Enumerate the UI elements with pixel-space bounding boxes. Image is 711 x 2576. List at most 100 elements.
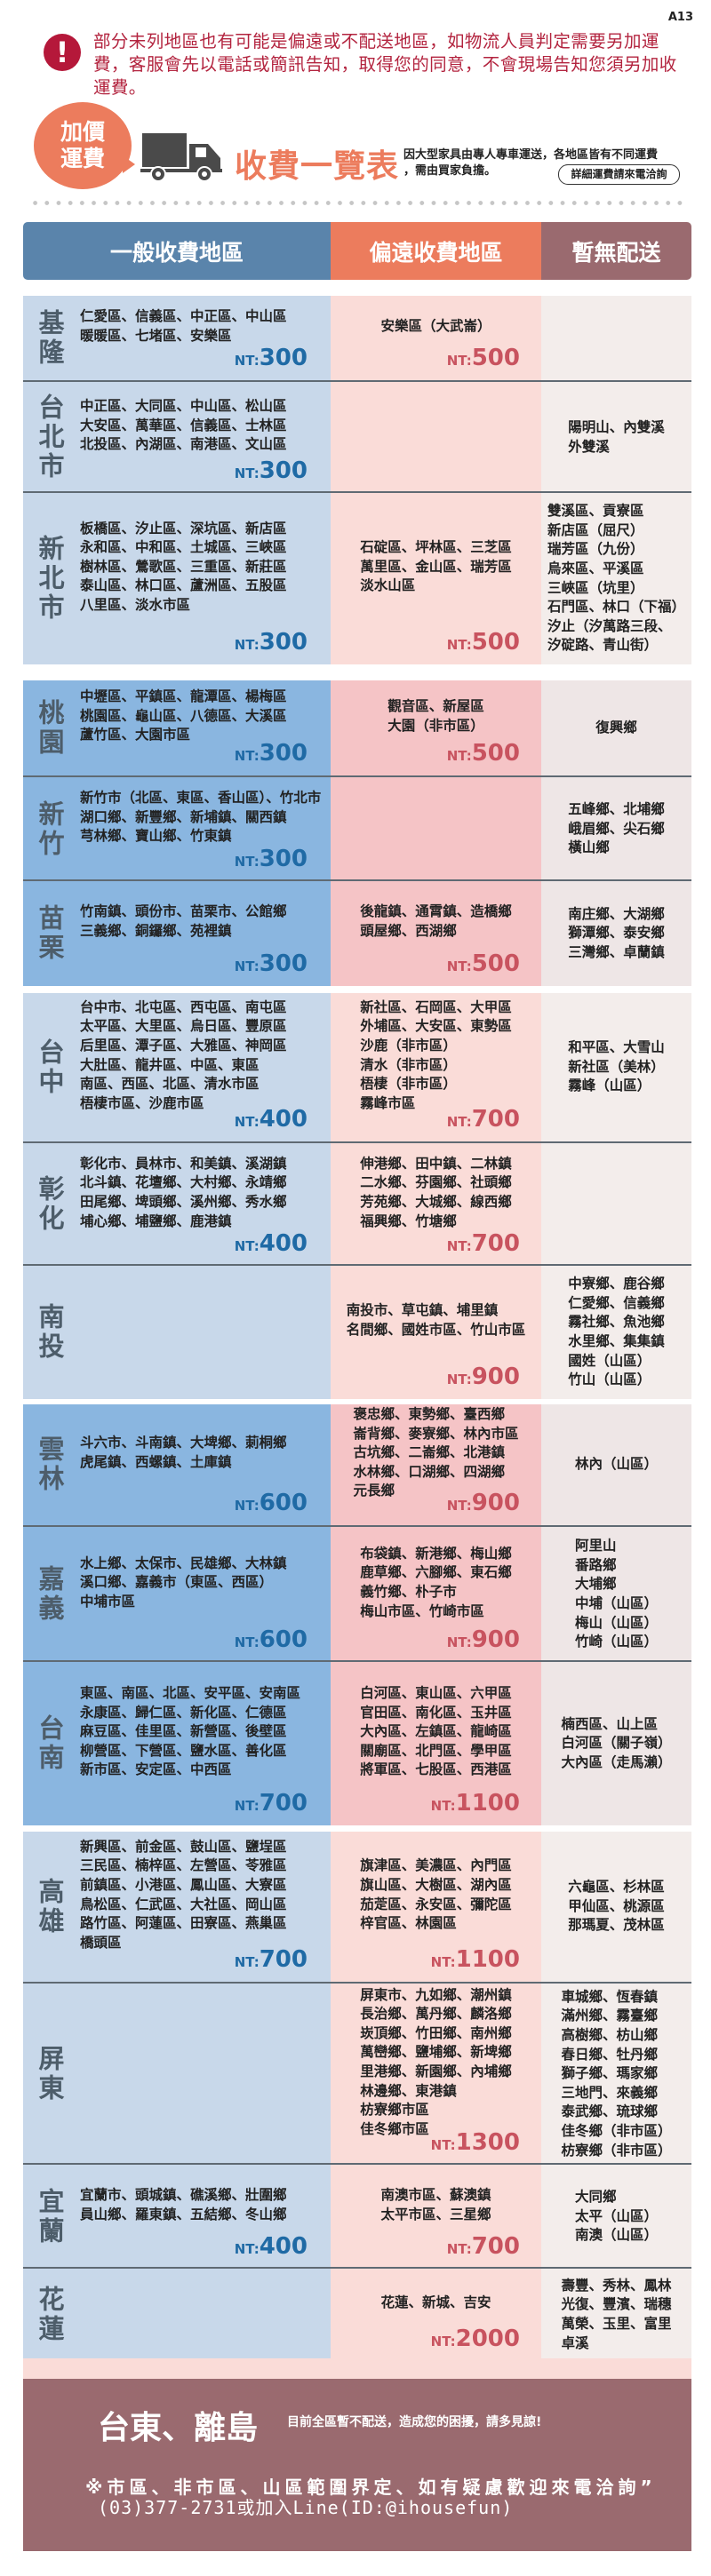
area-line: 林邊鄉、東港鎮 [360,2082,457,2099]
area-line: 元長鄉 [353,1483,395,1499]
area-list: 新社區、石岡區、大甲區 外埔區、大安區、東勢區 沙鹿（非市區） 清水（非市區） 梧棲（非… [340,993,532,1118]
table-row: 高雄 新興區、前金區、鼓山區、鹽埕區 三民區、楠梓區、左營區、苓雅區 前鎮區、小港區、… [23,1832,691,1982]
area-line: 枋寮鄉（非市區） [561,2142,672,2159]
price-label: NT:500 [447,345,520,371]
area-list-inner: 雙溪區、貢寮區 新店區（屈尺） 瑞芳區（九份） 烏來區、平溪區 三峽區（坑里） 石門區、林… [547,502,685,656]
area-line: 頭屋鄉、西湖鄉 [360,923,457,939]
price-prefix: NT: [234,1238,260,1254]
price-value: 700 [471,1230,520,1257]
area-line: 國姓（山區） [568,1352,651,1369]
region-label: 花蓮 [35,2269,65,2361]
area-list-inner: 中寮鄉、鹿谷鄉 仁愛鄉、信義鄉 霧社鄉、魚池鄉 水里鄉、集集鎮 國姓（山區） 竹山（山區） [568,1275,665,1390]
price-prefix: NT: [234,637,260,653]
price-label: NT:900 [447,1490,520,1516]
price-value: 400 [259,2233,308,2260]
remote-cell [331,777,541,881]
footer-subtitle: 目前全區暫不配送，造成您的困擾，請多見諒! [287,2415,542,2429]
area-line: 外埔區、大安區、東勢區 [360,1018,512,1035]
area-list [340,382,532,470]
price-prefix: NT: [446,637,472,653]
area-list-inner: 板橋區、汐止區、深坑區、新店區 永和區、中和區、土城區、三峽區 樹林區、鶯歌區、三重… [80,520,325,616]
area-list-inner: 屏東市、九如鄉、潮州鎮 長治鄉、萬丹鄉、麟洛鄉 崁頂鄉、竹田鄉、南州鄉 萬巒鄉、鹽埔鄉… [360,1986,512,2140]
table-row: 桃園 中壢區、平鎮區、龍潭區、楊梅區 桃園區、龜山區、八德區、大溪區 蘆竹區、大園市區… [23,680,691,775]
area-line: 花蓮、新城、吉安 [380,2294,491,2311]
area-line: 新社區、石岡區、大甲區 [360,998,512,1015]
area-list-inner: 伸港鄉、田中鎮、二林鎮 二水鄉、芬園鄉、社頭鄉 芳苑鄉、大城鄉、線西鄉 福興鄉、竹塘鄉 [360,1155,512,1231]
page-title: 收費一覽表 [235,148,400,185]
area-line: 員山鄉、羅東鎮、五結鄉、冬山鄉 [80,2206,287,2222]
area-line: 新店區（屈尺） [547,521,644,538]
area-line: 鹿草鄉、六腳鄉、東石鄉 [360,1564,512,1581]
price-label: NT:700 [235,1946,308,1973]
area-line: 路竹區、阿蓮區、田寮區、燕巢區 [80,1915,287,1932]
general-cell: 花蓮 [23,2269,331,2361]
area-line: 竹崎（山區） [574,1634,658,1650]
price-value: 300 [259,740,308,767]
remote-cell: 布袋鎮、新港鄉、梅山鄉 鹿草鄉、六腳鄉、東石鄉 義竹鄉、朴子市 梅山市區、竹崎市區 NT… [331,1527,541,1662]
area-line: 三地門、來義鄉 [561,2084,658,2101]
remote-cell: 南投市、草屯鎮、埔里鎮 名間鄉、國姓市區、竹山市區 NT:900 [331,1266,541,1399]
area-line: 水里鄉、集集鎮 [568,1333,665,1349]
price-prefix: NT: [446,353,472,369]
price-value: 600 [259,1490,308,1516]
area-line: 番路鄉 [574,1556,617,1573]
price-value: 500 [471,629,520,656]
area-line: 八里區、淡水市區 [80,596,191,613]
price-label: NT:900 [447,1626,520,1653]
price-label: NT:700 [447,2233,520,2260]
price-prefix: NT: [446,1238,472,1254]
price-value: 1100 [455,1790,520,1817]
area-line: 梅山市區、竹崎市區 [360,1602,484,1619]
general-cell: 新北市 板橋區、汐止區、深坑區、新店區 永和區、中和區、土城區、三峽區 樹林區、鶯歌區… [23,493,331,664]
area-line: 萬里區、金山區、瑞芳區 [360,558,512,575]
remote-cell: 褒忠鄉、東勢鄉、臺西鄉 崙背鄉、麥寮鄉、林內市區 古坑鄉、二崙鄉、北港鎮 水林鄉、口湖… [331,1404,541,1525]
area-line: 新社區（美林） [568,1058,665,1075]
general-cell: 台北市 中正區、大同區、中山區、松山區 大安區、萬華區、信義區、士林區 北投區、內湖區… [23,382,331,493]
region-label: 雲林 [35,1404,65,1525]
remote-cell: 伸港鄉、田中鎮、二林鎮 二水鄉、芬園鄉、社頭鄉 芳苑鄉、大城鄉、線西鄉 福興鄉、竹塘鄉… [331,1143,541,1266]
area-list: 褒忠鄉、東勢鄉、臺西鄉 崙背鄉、麥寮鄉、林內市區 古坑鄉、二崙鄉、北港鎮 水林鄉、口湖… [340,1404,532,1502]
region-name: 基隆 [35,308,65,368]
region-name: 苗栗 [35,904,65,963]
price-value: 2000 [455,2326,520,2352]
area-line: 斗六市、斗南鎮、大埤鄉、莿桐鄉 [80,1435,287,1451]
price-prefix: NT: [234,748,260,764]
area-line: 伸港鄉、田中鎮、二林鎮 [360,1155,512,1172]
price-prefix: NT: [234,1498,260,1514]
area-line: 太平市區、三星鄉 [380,2206,491,2222]
area-line: 觀音區、新屋區 [387,697,484,714]
price-prefix: NT: [446,1114,472,1130]
area-line: 阿里山 [574,1538,617,1554]
region-label: 台中 [35,993,65,1141]
general-cell: 台中 台中市、北屯區、西屯區、南屯區 太平區、大里區、烏日區、豐原區 后里區、潭子區、… [23,993,331,1141]
area-list: 東區、南區、北區、安平區、安南區 永康區、歸仁區、新化區、仁德區 麻豆區、佳里區、新… [80,1662,325,1802]
area-line: 梅山（山區） [574,1614,658,1631]
no-delivery-cell: 南庄鄉、大湖鄉 獅潭鄉、泰安鄉 三灣鄉、卓蘭鎮 [541,881,691,986]
header-remote: 偏遠收費地區 [331,222,541,280]
inquire-button[interactable]: 詳細運費請來電洽詢 [558,164,680,185]
area-line: 大內區（走馬瀨） [561,1753,672,1770]
area-line: 汐止（汐萬路三段、 [547,617,672,634]
exclamation-icon: ! [44,34,81,71]
area-line: 麻豆區、佳里區、新營區、後壁區 [80,1723,287,1740]
badge-tail [123,155,135,173]
price-prefix: NT: [446,1634,472,1650]
area-list-inner: 新社區、石岡區、大甲區 外埔區、大安區、東勢區 沙鹿（非市區） 清水（非市區） 梧棲（非… [360,998,512,1114]
area-line: 梧棲市區、沙鹿市區 [80,1094,204,1111]
general-cell: 桃園 中壢區、平鎮區、龍潭區、楊梅區 桃園區、龜山區、八德區、大溪區 蘆竹區、大園市區… [23,680,331,775]
area-line: 大同鄉 [574,2189,617,2206]
area-line: 蘆竹區、大園市區 [80,727,191,743]
area-list: 林內（山區） [547,1404,686,1525]
area-line: 滿州鄉、霧臺鄉 [561,2008,658,2024]
area-line: 佳冬鄉（非市區） [561,2122,672,2139]
area-line: 旗津區、美濃區、內門區 [360,1857,512,1874]
table-row: 彰化 彰化市、員林市、和美鎮、溪湖鎮 北斗鎮、花壇鄉、大村鄉、永靖鄉 田尾鄉、埤頭鄉、… [23,1141,691,1266]
area-line: 中壢區、平鎮區、龍潭區、楊梅區 [80,688,287,705]
area-list: 雙溪區、貢寮區 新店區（屈尺） 瑞芳區（九份） 烏來區、平溪區 三峽區（坑里） 石門區、林… [547,493,686,664]
table-row: 宜蘭 宜蘭市、頭城鎮、礁溪鄉、壯圍鄉 員山鄉、羅東鎮、五結鄉、冬山鄉 NT:400 南澳… [23,2163,691,2269]
area-list-inner: 褒忠鄉、東勢鄉、臺西鄉 崙背鄉、麥寮鄉、林內市區 古坑鄉、二崙鄉、北港鎮 水林鄉、口湖… [353,1405,518,1501]
table-row: 南投 南投市、草屯鎮、埔里鎮 名間鄉、國姓市區、竹山市區 NT:900 中寮鄉、鹿谷鄉仁… [23,1264,691,1399]
area-line: 暖暖區、七堵區、安樂區 [80,327,232,344]
area-line: 萬巒鄉、鹽埔鄉、新埤鄉 [360,2044,512,2061]
area-list: 楠西區、山上區 白河區（關子嶺） 大內區（走馬瀨） [547,1662,686,1825]
